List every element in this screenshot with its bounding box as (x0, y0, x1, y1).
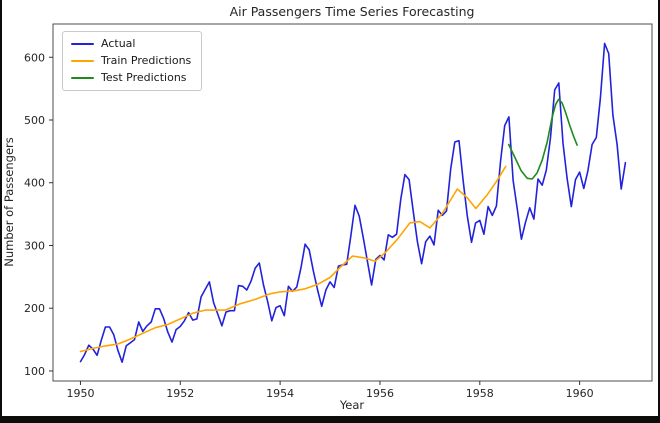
plot-area: 1950 1952 1954 1956 1958 1960 100 200 300 400 500 6… (24, 23, 653, 400)
series-line-actual (79, 42, 627, 364)
chart-legend: Actual Train Predictions Test Prediction… (62, 31, 203, 91)
legend-item-test-predictions: Test Predictions (71, 72, 191, 84)
y-tick-label: 400 (24, 177, 45, 190)
frame-border-left (0, 0, 2, 423)
y-tick-label: 200 (24, 302, 45, 315)
legend-label: Train Predictions (101, 54, 192, 67)
x-tick-label: 1950 (66, 387, 94, 400)
x-axis-title: Year (339, 398, 365, 412)
frame-border-right (658, 0, 660, 423)
series-line-test-predictions (507, 98, 578, 180)
x-tick-label: 1954 (266, 387, 294, 400)
y-tick-label: 600 (24, 51, 45, 64)
x-tick-label: 1952 (166, 387, 194, 400)
x-tick-label: 1956 (366, 387, 394, 400)
series-line-train-predictions (79, 165, 507, 353)
x-tick-label: 1960 (566, 387, 594, 400)
y-tick-label: 500 (24, 114, 45, 127)
y-tick-label: 300 (24, 239, 45, 252)
frame-border-bottom (0, 416, 660, 423)
plot-border (52, 23, 653, 382)
legend-item-actual: Actual (71, 38, 191, 50)
legend-label: Test Predictions (101, 71, 187, 84)
y-axis-title: Number of Passengers (2, 137, 16, 267)
x-tick-label: 1958 (466, 387, 494, 400)
legend-item-train-predictions: Train Predictions (71, 55, 191, 67)
y-tick-label: 100 (24, 365, 45, 378)
train-predictions-line-swatch (71, 60, 94, 62)
actual-line-swatch (71, 43, 94, 45)
test-predictions-line-swatch (71, 77, 94, 79)
legend-label: Actual (101, 37, 136, 50)
chart-title: Air Passengers Time Series Forecasting (230, 4, 475, 19)
